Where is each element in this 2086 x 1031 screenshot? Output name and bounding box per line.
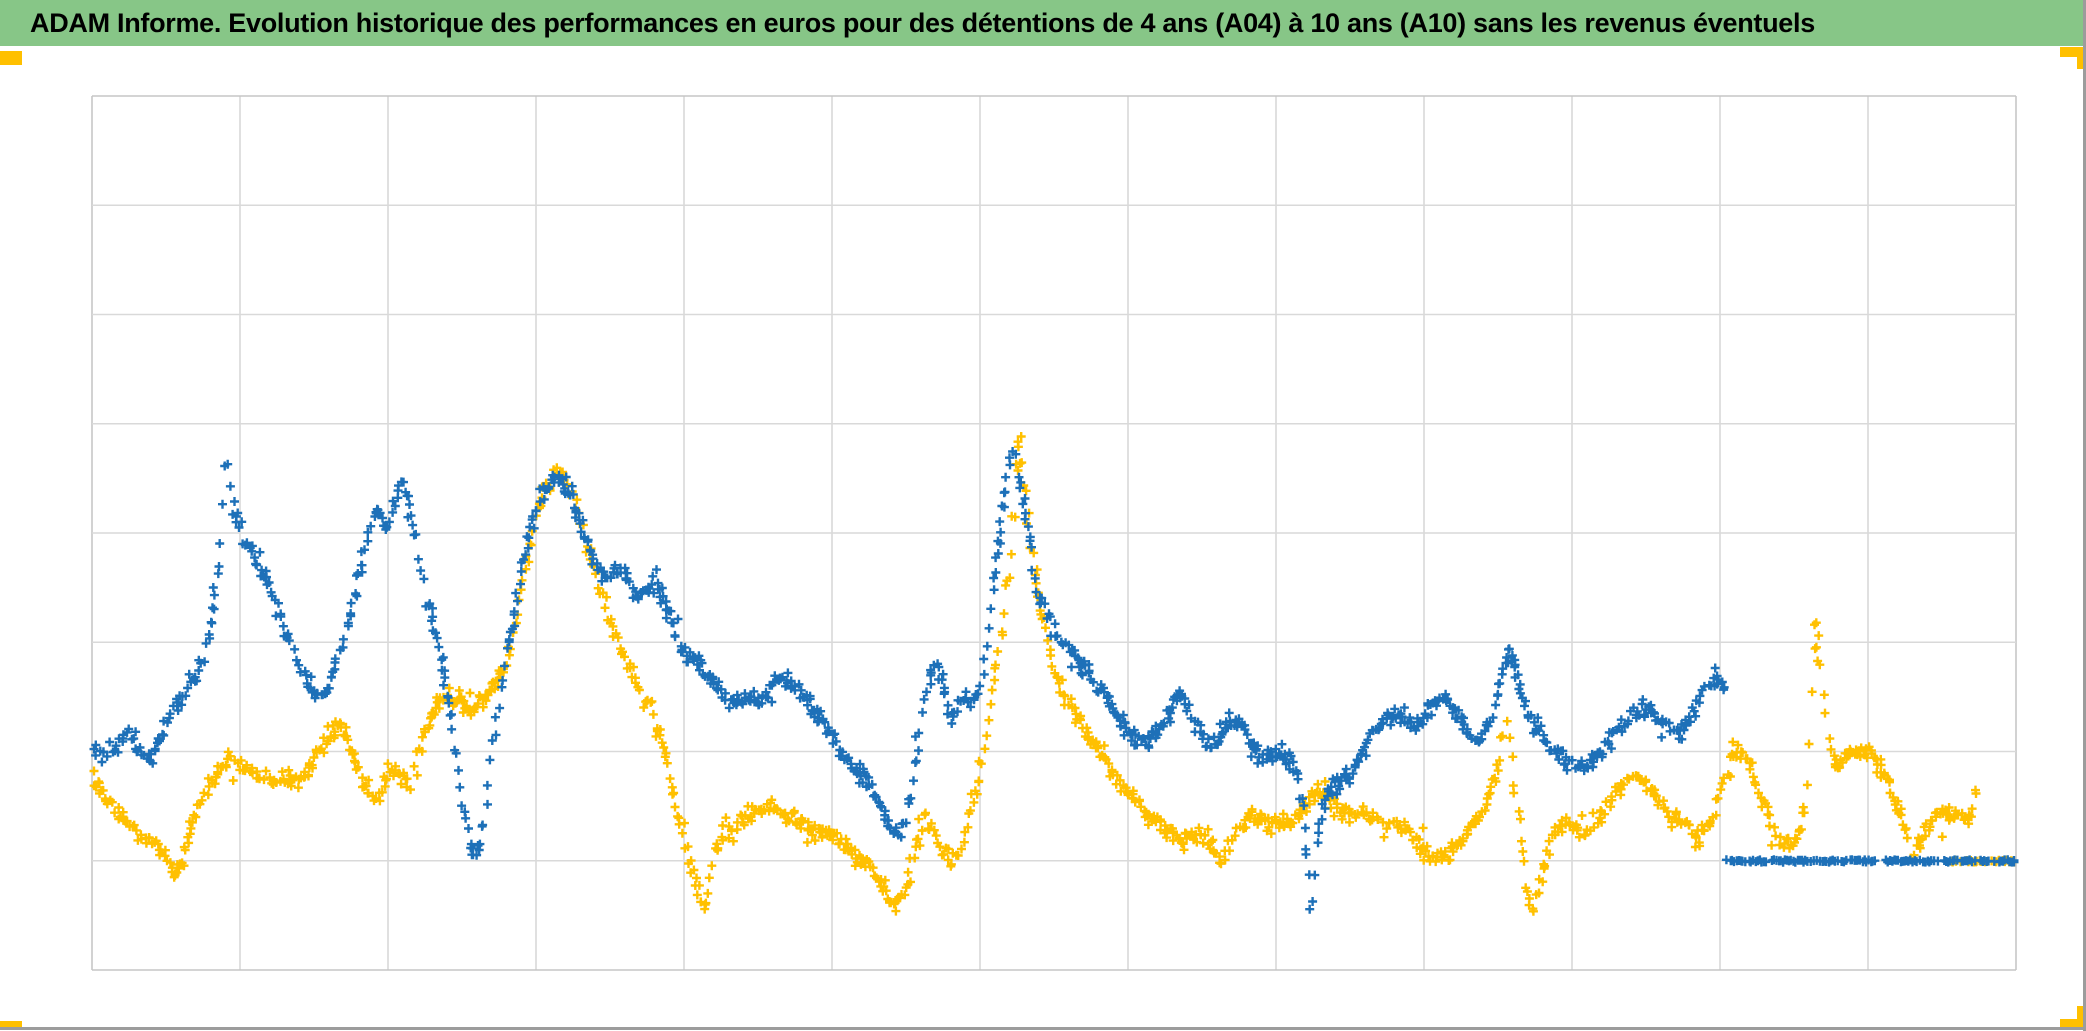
window-right-edge (2083, 0, 2086, 1031)
chart-title-bar: ADAM Informe. Evolution historique des p… (0, 0, 2083, 46)
window-bottom-edge (0, 1027, 2086, 1030)
selection-corner-bottom-left (0, 1021, 22, 1029)
selection-corner-top-right (2060, 47, 2086, 57)
chart-area[interactable] (0, 46, 2086, 1031)
chart-title: ADAM Informe. Evolution historique des p… (30, 7, 1815, 38)
selection-corner-top-left (0, 51, 22, 65)
blue-plus-series (89, 447, 2019, 914)
selection-corner-top-right-vertical (2077, 47, 2086, 69)
selection-corner-bottom-right-vertical (2077, 1006, 2086, 1028)
selection-corner-bottom-right (2060, 1019, 2086, 1028)
gold-plus-series (89, 432, 2019, 916)
performance-scatter-chart[interactable] (0, 46, 2086, 1031)
